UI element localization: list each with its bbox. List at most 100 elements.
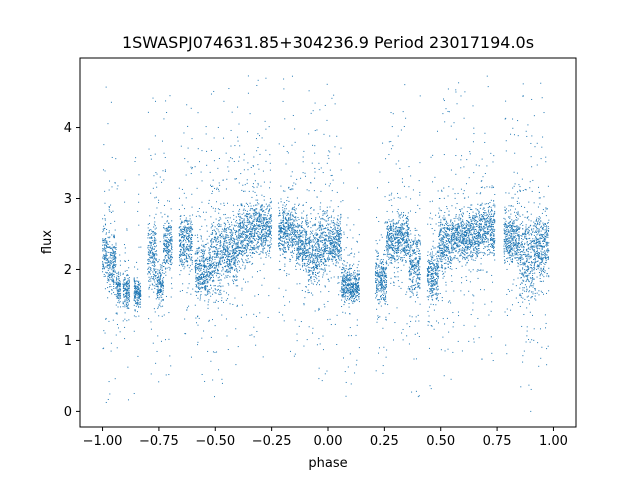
data-point <box>124 278 126 280</box>
data-point <box>254 217 256 219</box>
data-point <box>137 210 139 212</box>
data-point <box>115 304 117 306</box>
data-point <box>206 263 208 265</box>
data-point <box>162 291 164 293</box>
data-point <box>329 230 331 232</box>
data-point <box>187 235 189 237</box>
data-point <box>157 295 159 297</box>
data-point <box>234 261 236 263</box>
data-point <box>317 242 319 244</box>
data-point <box>315 218 317 220</box>
data-point <box>133 315 135 317</box>
data-point <box>198 275 200 277</box>
data-point <box>301 257 303 259</box>
data-point <box>316 267 318 269</box>
data-point <box>254 173 256 175</box>
data-point <box>109 283 111 285</box>
data-point <box>157 306 159 308</box>
data-point <box>138 294 140 296</box>
data-point <box>113 270 115 272</box>
data-point <box>284 237 286 239</box>
data-point <box>116 289 118 291</box>
data-point <box>156 173 158 175</box>
data-point <box>191 257 193 259</box>
data-point <box>309 277 311 279</box>
data-point <box>155 227 157 229</box>
data-point <box>223 290 225 292</box>
data-point <box>219 294 221 296</box>
data-point <box>103 267 105 269</box>
data-point <box>160 274 162 276</box>
data-point <box>183 262 185 264</box>
data-point <box>219 263 221 265</box>
data-point <box>189 230 191 232</box>
data-point <box>204 300 206 302</box>
data-point <box>246 203 248 205</box>
data-point <box>301 227 303 229</box>
data-point <box>229 268 231 270</box>
data-point <box>124 252 126 254</box>
data-point <box>240 227 242 229</box>
data-point <box>290 234 292 236</box>
data-point <box>246 251 248 253</box>
data-point <box>313 237 315 239</box>
data-point <box>270 230 272 232</box>
data-point <box>210 336 212 338</box>
data-point <box>294 319 296 321</box>
data-point <box>164 156 166 158</box>
data-point <box>102 244 104 246</box>
data-point <box>180 248 182 250</box>
data-point <box>127 301 129 303</box>
data-point <box>198 277 200 279</box>
data-point <box>292 222 294 224</box>
data-point <box>252 248 254 250</box>
data-point <box>136 288 138 290</box>
data-point <box>256 271 258 273</box>
data-point <box>150 256 152 258</box>
data-point <box>321 256 323 258</box>
data-point <box>269 222 271 224</box>
data-point <box>324 269 326 271</box>
data-point <box>286 151 288 153</box>
data-point <box>279 249 281 251</box>
data-point <box>304 172 306 174</box>
data-point <box>206 274 208 276</box>
data-point <box>126 298 128 300</box>
data-point <box>313 224 315 226</box>
data-point <box>196 252 198 254</box>
data-point <box>283 237 285 239</box>
data-point <box>186 232 188 234</box>
data-point <box>118 288 120 290</box>
data-point <box>188 255 190 257</box>
data-point <box>167 233 169 235</box>
data-point <box>200 291 202 293</box>
data-point <box>140 290 142 292</box>
data-point <box>196 234 198 236</box>
data-point <box>235 224 237 226</box>
data-point <box>217 264 219 266</box>
data-point <box>265 232 267 234</box>
data-point <box>313 255 315 257</box>
data-point <box>134 296 136 298</box>
data-point <box>163 261 165 263</box>
data-point <box>116 324 118 326</box>
data-point <box>108 257 110 259</box>
data-point <box>326 240 328 242</box>
data-point <box>310 253 312 255</box>
data-point <box>233 218 235 220</box>
data-point <box>108 264 110 266</box>
data-point <box>155 277 157 279</box>
data-point <box>194 166 196 168</box>
data-point <box>267 245 269 247</box>
data-point <box>234 229 236 231</box>
data-point <box>106 282 108 284</box>
data-point <box>308 326 310 328</box>
data-point <box>253 238 255 240</box>
data-point <box>148 254 150 256</box>
data-point <box>158 275 160 277</box>
data-point <box>224 266 226 268</box>
data-point <box>262 226 264 228</box>
data-point <box>134 266 136 268</box>
data-point <box>221 382 223 384</box>
data-point <box>107 398 109 400</box>
